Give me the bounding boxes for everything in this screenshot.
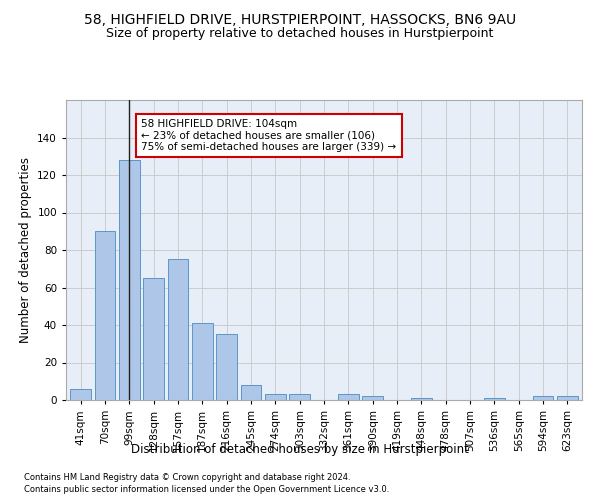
Bar: [533, 396, 553, 400]
Bar: [289, 394, 310, 400]
Bar: [557, 396, 578, 400]
Bar: [484, 398, 505, 400]
Text: 58, HIGHFIELD DRIVE, HURSTPIERPOINT, HASSOCKS, BN6 9AU: 58, HIGHFIELD DRIVE, HURSTPIERPOINT, HAS…: [84, 12, 516, 26]
Bar: [192, 323, 212, 400]
Bar: [362, 396, 383, 400]
Text: 58 HIGHFIELD DRIVE: 104sqm
← 23% of detached houses are smaller (106)
75% of sem: 58 HIGHFIELD DRIVE: 104sqm ← 23% of deta…: [142, 118, 397, 152]
Text: Distribution of detached houses by size in Hurstpierpoint: Distribution of detached houses by size …: [131, 442, 469, 456]
Text: Size of property relative to detached houses in Hurstpierpoint: Size of property relative to detached ho…: [106, 28, 494, 40]
Bar: [265, 394, 286, 400]
Bar: [338, 394, 359, 400]
Bar: [167, 260, 188, 400]
Bar: [119, 160, 140, 400]
Bar: [143, 278, 164, 400]
Bar: [411, 398, 432, 400]
Bar: [95, 231, 115, 400]
Y-axis label: Number of detached properties: Number of detached properties: [19, 157, 32, 343]
Text: Contains HM Land Registry data © Crown copyright and database right 2024.: Contains HM Land Registry data © Crown c…: [24, 472, 350, 482]
Bar: [70, 389, 91, 400]
Text: Contains public sector information licensed under the Open Government Licence v3: Contains public sector information licen…: [24, 485, 389, 494]
Bar: [216, 334, 237, 400]
Bar: [241, 385, 262, 400]
